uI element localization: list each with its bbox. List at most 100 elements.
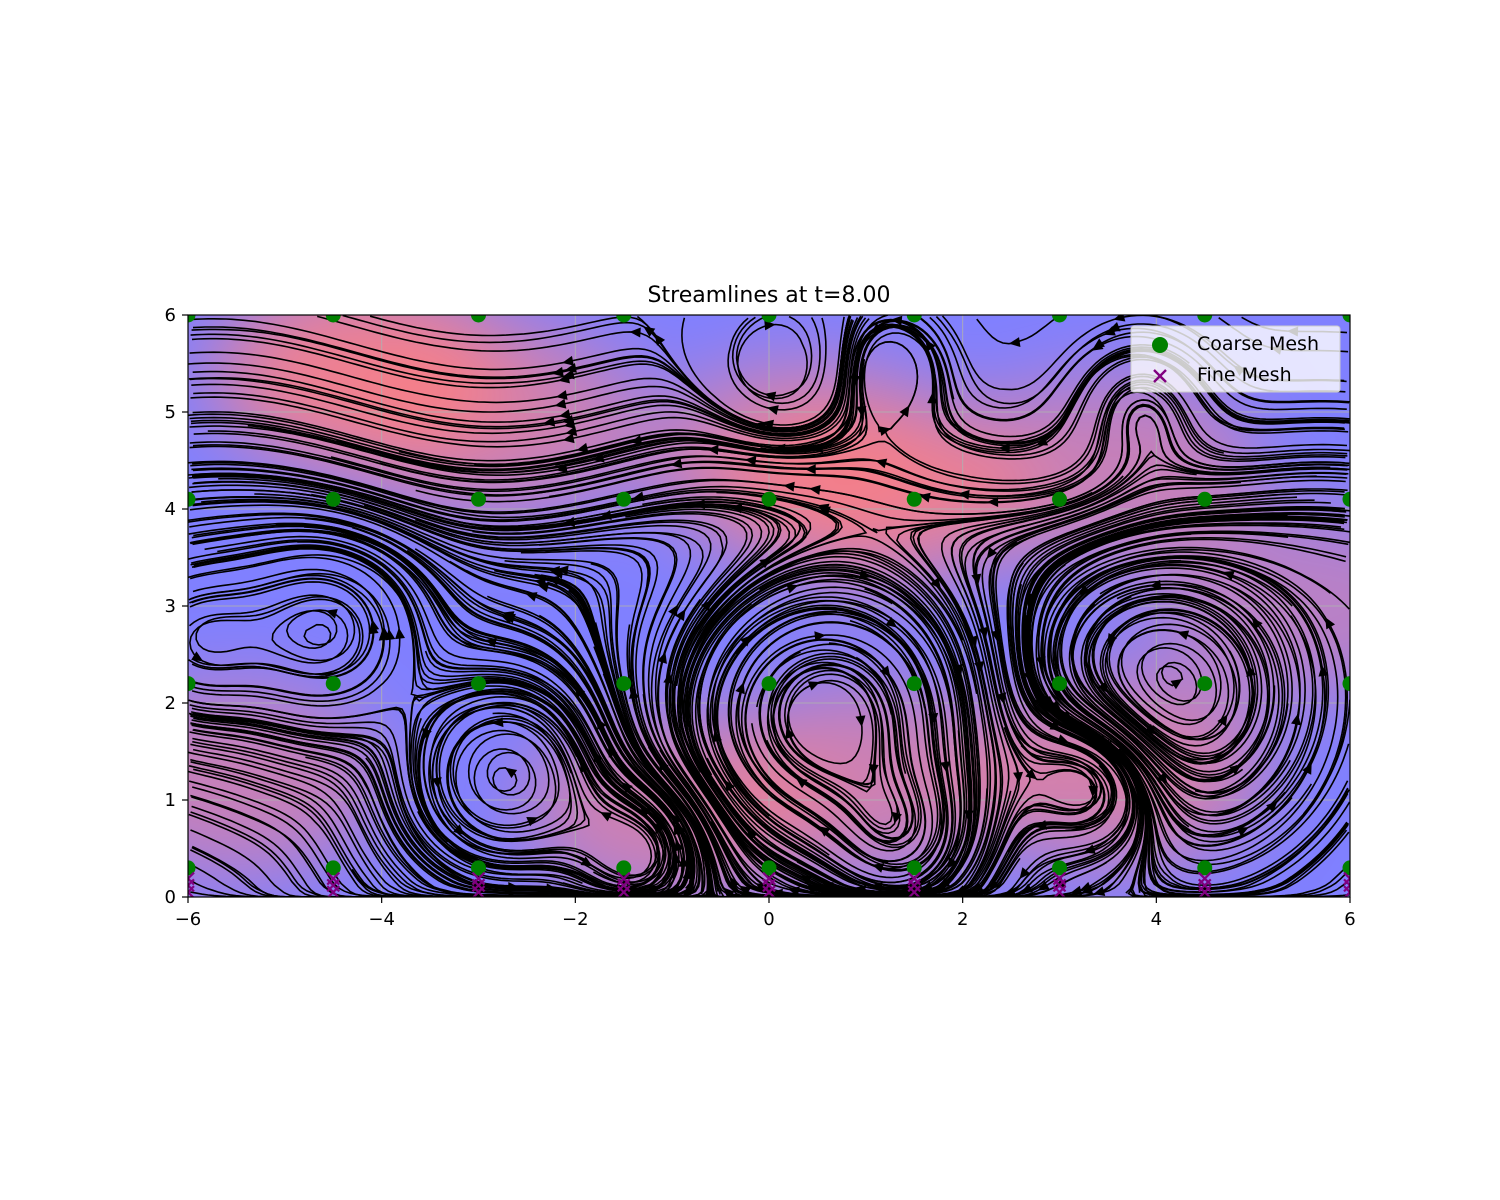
streamline-arrow — [870, 882, 883, 892]
streamline-arrow — [940, 761, 951, 773]
coarse-mesh-point — [761, 860, 777, 876]
streamline-arrow — [971, 882, 984, 893]
coarse-mesh-point — [616, 676, 632, 692]
streamline-arrow — [1035, 656, 1046, 669]
axis-layer: −6 −4 −2 0 2 4 6 0 1 2 3 4 5 6 — [165, 305, 1356, 930]
coarse-mesh-point — [325, 860, 341, 876]
coarse-mesh-point — [616, 860, 632, 876]
streamline-arrow — [786, 584, 799, 594]
legend-fine-mesh-label: Fine Mesh — [1197, 364, 1292, 386]
coarse-mesh-point — [906, 491, 922, 507]
fine-mesh-point — [616, 871, 631, 886]
streamline-arrow — [764, 320, 776, 331]
plot-area — [188, 315, 1350, 897]
streamline-arrow — [684, 878, 695, 891]
y-tick-label: 4 — [165, 499, 176, 520]
x-tick-label: 4 — [1151, 909, 1162, 930]
streamline-arrow — [653, 822, 665, 835]
coarse-mesh-point — [906, 860, 922, 876]
coarse-mesh-point — [188, 676, 196, 692]
streamline-arrow — [1019, 867, 1031, 879]
streamline-arrow — [978, 626, 989, 639]
streamline-arrow — [766, 405, 779, 415]
coarse-mesh-point — [761, 315, 777, 323]
coarse-mesh-point — [1342, 860, 1350, 876]
streamline-arrow — [754, 421, 767, 432]
x-tick-label: −6 — [175, 909, 202, 930]
x-tick-label: 0 — [763, 909, 774, 930]
streamline-arrow — [986, 546, 998, 559]
streamline-arrow — [885, 616, 898, 628]
streamline-arrow — [368, 622, 379, 635]
streamline-arrow — [562, 355, 574, 366]
streamline-arrow — [431, 777, 442, 789]
streamline-arrow — [505, 767, 518, 779]
streamline-arrow — [1054, 878, 1067, 888]
streamline-arrow — [557, 565, 569, 576]
streamline-arrow — [925, 339, 936, 352]
streamline-arrow — [892, 811, 902, 824]
streamline-arrow — [674, 839, 684, 852]
streamline-arrow — [1236, 827, 1249, 837]
streamline-arrow — [1291, 713, 1301, 726]
streamline-arrow — [325, 609, 338, 619]
streamline-arrow — [723, 887, 735, 897]
y-tick-label: 1 — [165, 790, 176, 811]
streamline-arrow — [809, 485, 821, 495]
y-tick-label: 3 — [165, 596, 176, 617]
legend: Coarse Mesh Fine Mesh — [1130, 325, 1341, 393]
streamline-arrow — [1318, 665, 1329, 677]
streamline-arrow — [875, 458, 888, 469]
x-tick-label: −4 — [368, 909, 395, 930]
streamline-arrow — [987, 496, 999, 507]
coarse-mesh-point — [761, 491, 777, 507]
coarse-mesh-point — [1052, 860, 1067, 876]
coarse-mesh-point — [761, 676, 777, 692]
streamline-arrow — [739, 885, 752, 896]
coarse-mesh-point — [1197, 860, 1213, 876]
streamline-arrow — [1222, 570, 1235, 581]
fine-mesh-point — [471, 871, 486, 886]
streamline-arrow — [555, 390, 568, 400]
coarse-mesh-point — [471, 676, 486, 692]
streamline-arrow — [492, 717, 504, 728]
coarse-mesh-point — [188, 315, 196, 323]
x-tick-label: −2 — [562, 909, 589, 930]
streamline-arrow — [1036, 436, 1049, 446]
streamline-arrow — [1229, 764, 1242, 775]
chart-title: Streamlines at t=8.00 — [648, 283, 891, 308]
x-tick-label: 2 — [957, 909, 968, 930]
streamline-arrow — [562, 433, 575, 444]
coarse-mesh-point — [471, 315, 486, 323]
streamline-arrow — [1091, 340, 1104, 351]
fine-mesh-point — [1197, 871, 1212, 886]
legend-box — [1130, 325, 1341, 393]
streamline-arrow — [385, 628, 396, 641]
coarse-mesh-point — [471, 491, 486, 507]
coarse-mesh-point — [906, 315, 922, 323]
coarse-mesh-point — [1052, 491, 1067, 507]
streamline-arrow — [675, 609, 686, 622]
y-tick-label: 2 — [165, 693, 176, 714]
coarse-mesh-point — [1052, 676, 1067, 692]
streamline-arrow — [1004, 886, 1017, 897]
streamline-arrow — [563, 418, 576, 429]
streamline-arrow — [1093, 886, 1106, 896]
fine-mesh-point — [326, 871, 341, 886]
y-tick-label: 0 — [165, 887, 176, 908]
streamline-arrow — [1118, 756, 1129, 768]
streamlines-layer — [188, 315, 1350, 897]
streamline-arrow — [759, 557, 772, 569]
coarse-mesh-point — [1342, 676, 1350, 692]
streamline-arrow — [938, 877, 951, 889]
coarse-mesh-point — [188, 860, 196, 876]
streamline-arrow — [1037, 880, 1050, 891]
streamline-arrow — [558, 373, 570, 384]
legend-fine-mesh-marker — [1153, 369, 1167, 383]
streamline-arrow — [817, 503, 830, 514]
coarse-mesh-point — [1197, 676, 1213, 692]
streamline-arrow — [1021, 883, 1034, 894]
streamline-arrow — [1103, 326, 1116, 336]
streamline-arrow — [378, 629, 389, 641]
streamline-arrow — [1170, 679, 1183, 690]
